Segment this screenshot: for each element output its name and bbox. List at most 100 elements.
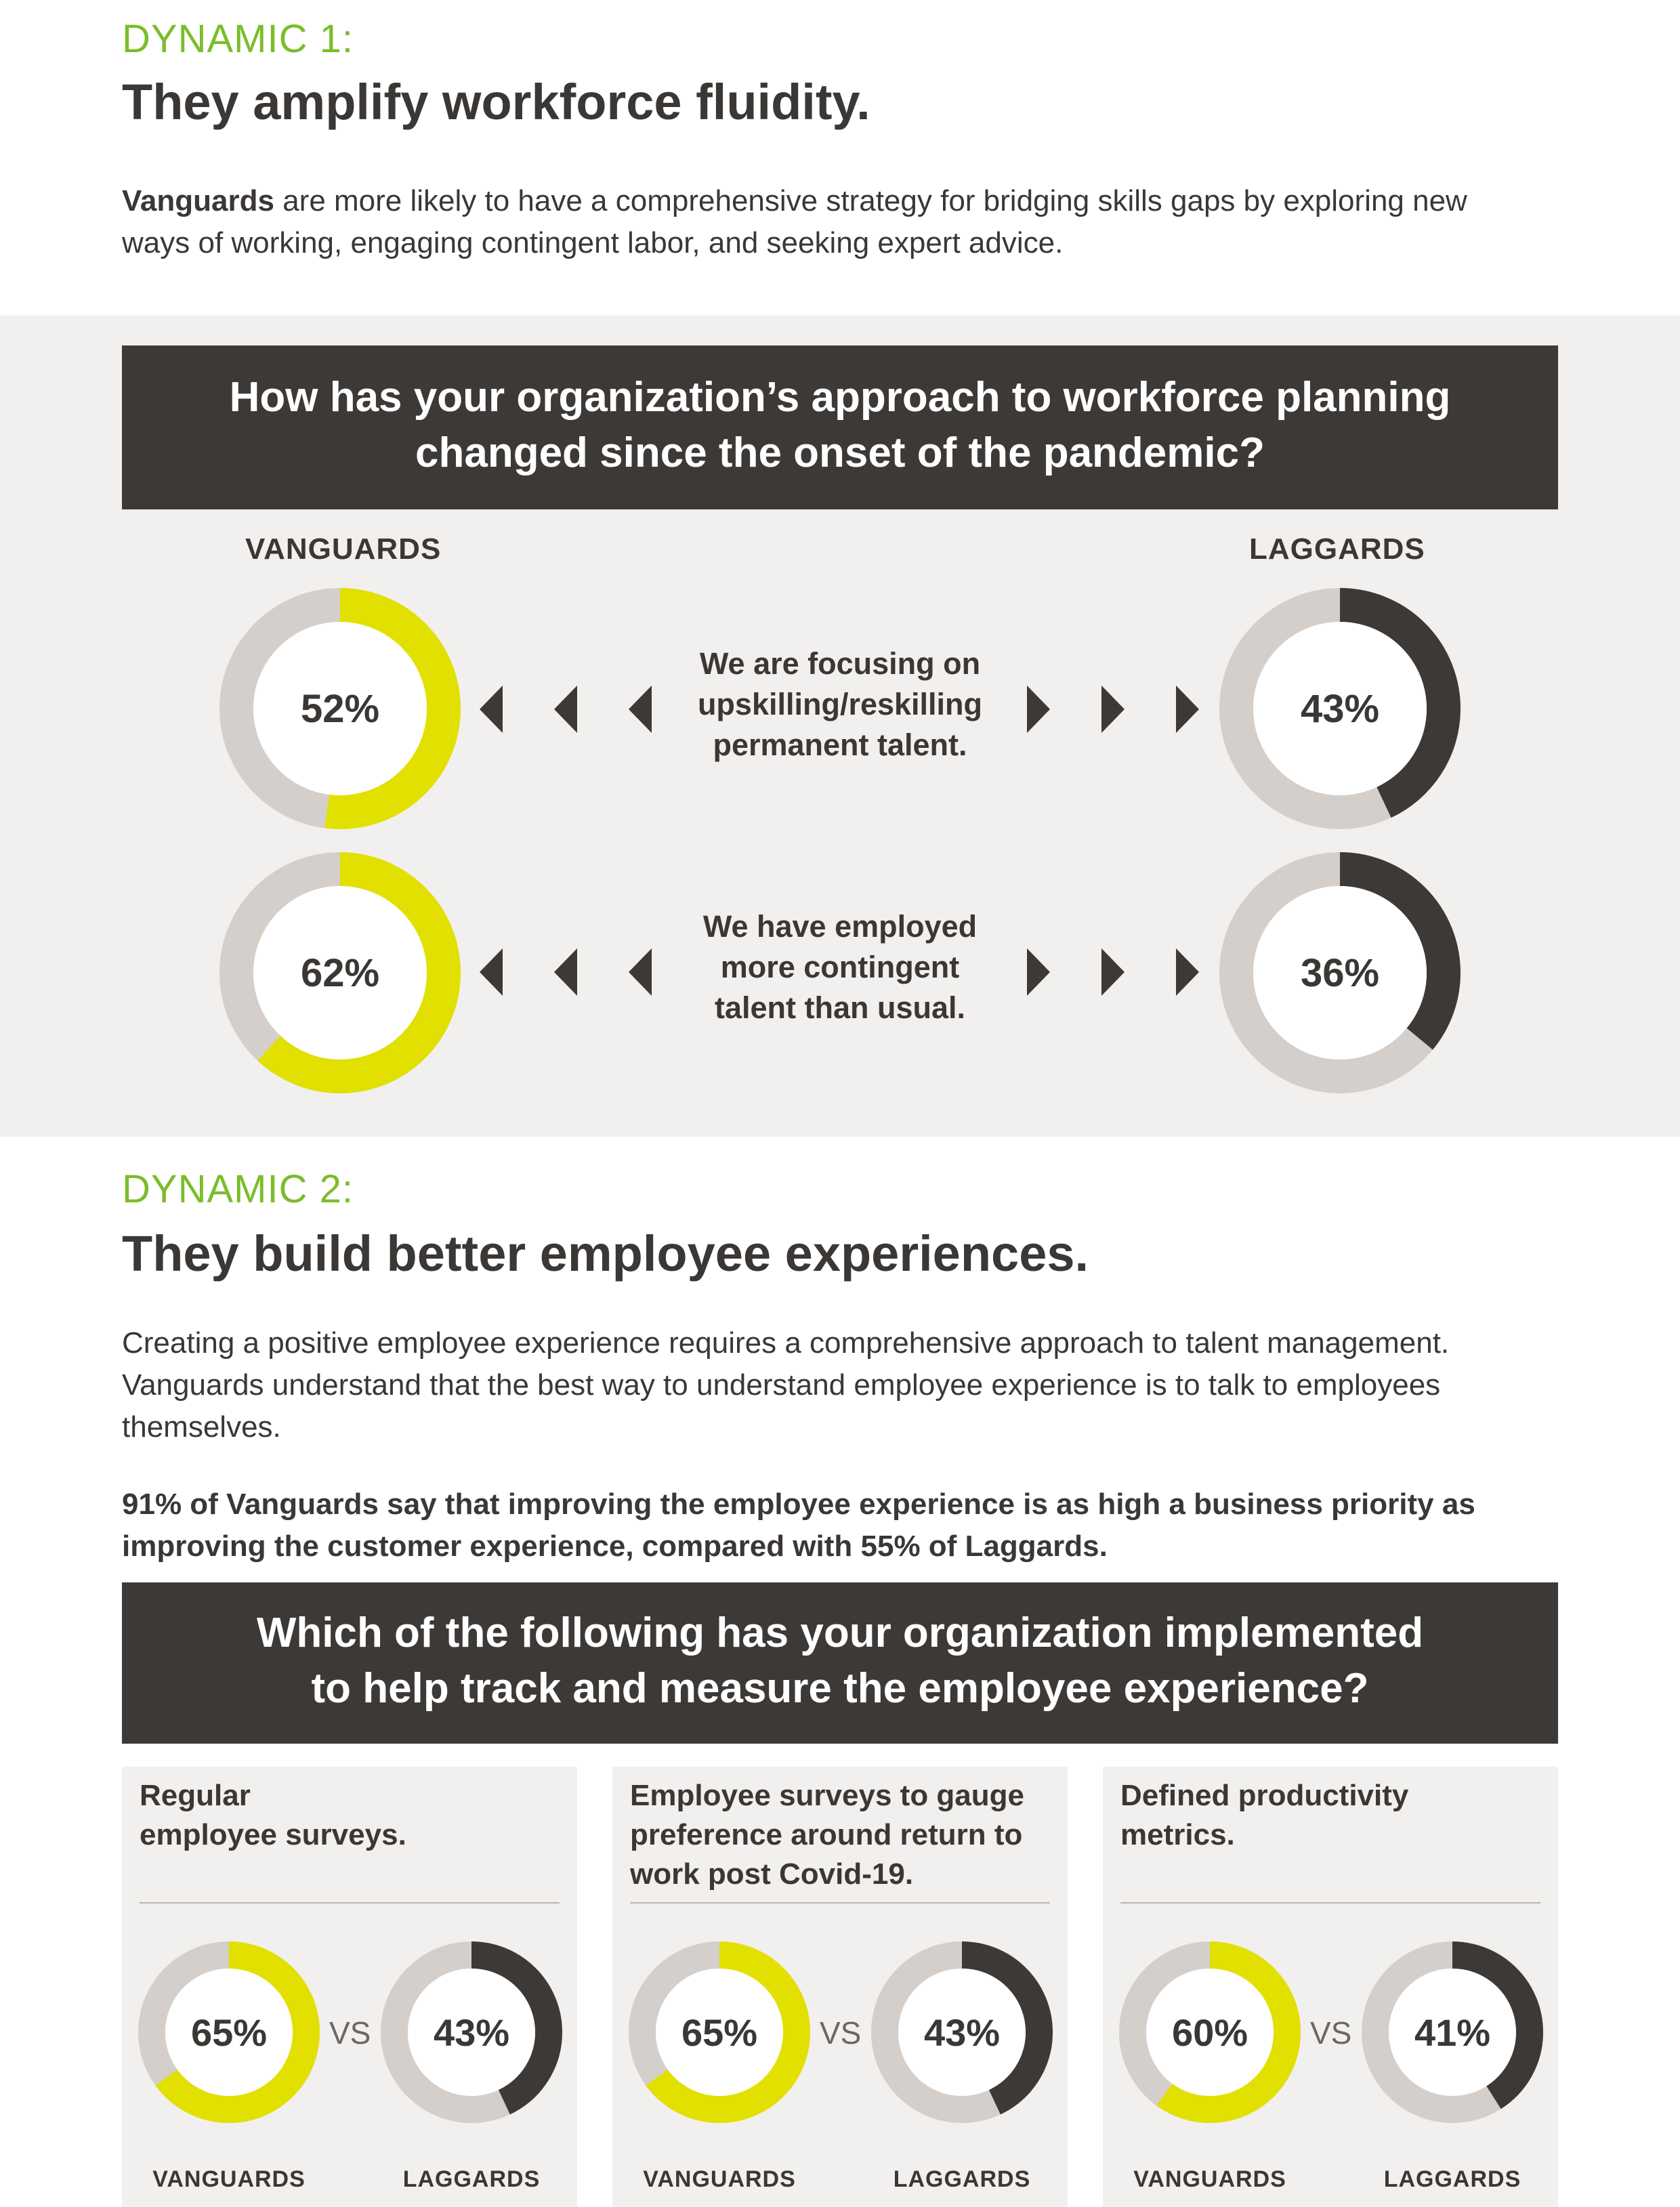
dynamic-2-label: DYNAMIC 2:	[122, 1167, 354, 1211]
row1-line: permanent talent.	[713, 728, 967, 762]
intro-bold: Vanguards	[122, 184, 274, 217]
card-3-laggards-label: LAGGARDS	[1383, 2166, 1521, 2192]
question-2-line-2: to help track and measure the employee e…	[311, 1665, 1369, 1712]
donut-row2-laggards: 36%	[1219, 852, 1461, 1093]
dynamic-2-heading: They build better employee experiences.	[122, 1225, 1089, 1282]
right-arrows-row1	[1022, 686, 1204, 733]
donut-row1-laggards: 43%	[1219, 588, 1461, 829]
card-3-vanguards-label: VANGUARDS	[1133, 2166, 1286, 2192]
triangle-right-icon	[1027, 686, 1050, 733]
card-3-divider	[1120, 1902, 1540, 1904]
question-2-banner: Which of the following has your organiza…	[122, 1582, 1558, 1744]
triangle-right-icon	[1176, 948, 1199, 996]
intro-rest: are more likely to have a comprehensive …	[122, 184, 1467, 259]
question-1-banner: How has your organization’s approach to …	[122, 345, 1558, 509]
left-arrows-row2	[474, 948, 657, 996]
card-1-laggards-donut: 43%	[381, 1941, 562, 2123]
donut-value-arc	[1119, 1941, 1301, 2123]
donut-value-arc	[1219, 588, 1461, 829]
donut-center	[165, 1969, 293, 2096]
donut-center	[408, 1969, 535, 2096]
donut-value-arc	[219, 852, 461, 1093]
donut-row2-laggards-value: 36%	[1300, 950, 1380, 995]
card-2-laggards-value: 43%	[923, 2011, 1001, 2054]
question-1-line-2: changed since the onset of the pandemic?	[415, 429, 1265, 476]
card-1-vanguards-donut: 65%	[138, 1941, 320, 2123]
question-1-line-1: How has your organization’s approach to …	[229, 374, 1451, 421]
card-2-laggards-label: LAGGARDS	[893, 2166, 1031, 2192]
row2-line: We have employed	[702, 909, 978, 944]
triangle-left-icon	[629, 948, 652, 996]
row1-statement: We are focusing on upskilling/reskilling…	[671, 644, 1009, 765]
card-2-title-line: preference around return to	[630, 1818, 1023, 1851]
right-arrows-row2	[1022, 948, 1204, 996]
dynamic-1-heading: They amplify workforce fluidity.	[122, 74, 870, 130]
question-2-line-1: Which of the following has your organiza…	[256, 1610, 1424, 1656]
card-1-divider	[140, 1902, 560, 1904]
donut-center	[253, 886, 427, 1059]
row2-statement: We have employed more contingent talent …	[671, 906, 1009, 1028]
card-2-title: Employee surveys to gauge preference aro…	[630, 1776, 1064, 1894]
donut-value-arc	[138, 1941, 320, 2123]
card-2-vanguards-label: VANGUARDS	[643, 2166, 796, 2192]
triangle-left-icon	[554, 948, 577, 996]
card-3-vs: VS	[1310, 2015, 1352, 2051]
card-3-title: Defined productivity metrics.	[1120, 1776, 1540, 1855]
left-arrows-row1	[474, 686, 657, 733]
row1-line: upskilling/reskilling	[697, 687, 983, 721]
donut-value-arc	[1362, 1941, 1543, 2123]
card-2-vanguards-donut: 65%	[629, 1941, 810, 2123]
triangle-right-icon	[1101, 948, 1125, 996]
donut-center	[253, 622, 427, 795]
donut-row2-vanguards: 62%	[219, 852, 461, 1093]
row1-line: We are focusing on	[699, 646, 981, 681]
donut-row2-vanguards-value: 62%	[300, 950, 380, 995]
card-1-laggards-value: 43%	[433, 2011, 510, 2054]
donut-center	[656, 1969, 783, 2096]
triangle-right-icon	[1101, 686, 1125, 733]
card-1-title: Regular employee surveys.	[140, 1776, 560, 1855]
triangle-right-icon	[1027, 948, 1050, 996]
card-1-vanguards-value: 65%	[190, 2011, 268, 2054]
dynamic-2-intro: Creating a positive employee experience …	[122, 1326, 1450, 1444]
card-1-laggards-label: LAGGARDS	[402, 2166, 541, 2192]
dynamic-2-stat: 91% of Vanguards say that improving the …	[122, 1488, 1475, 1563]
card-3-vanguards-value: 60%	[1171, 2011, 1248, 2054]
donut-row1-vanguards: 52%	[219, 588, 461, 829]
donut-value-arc	[871, 1941, 1053, 2123]
card-2-divider	[630, 1902, 1050, 1904]
laggards-heading: LAGGARDS	[1249, 532, 1425, 566]
donut-center	[1146, 1969, 1274, 2096]
card-3-laggards-value: 41%	[1414, 2011, 1491, 2054]
card-2-laggards-donut: 43%	[871, 1941, 1053, 2123]
triangle-left-icon	[554, 686, 577, 733]
card-3-title-line: Defined productivity	[1120, 1779, 1409, 1812]
donut-value-arc	[219, 588, 461, 829]
donut-row1-vanguards-value: 52%	[300, 686, 380, 731]
row2-line: more contingent	[720, 950, 960, 984]
dynamic-1-intro: Vanguards are more likely to have a comp…	[122, 180, 1531, 264]
card-1-title-line: employee surveys.	[140, 1818, 406, 1851]
card-regular-surveys: Regular employee surveys. 65% VS 43% VAN…	[122, 1767, 577, 2207]
card-1-vanguards-label: VANGUARDS	[152, 2166, 306, 2192]
donut-center	[1253, 622, 1427, 795]
card-2-vs: VS	[820, 2015, 862, 2051]
card-return-surveys: Employee surveys to gauge preference aro…	[612, 1767, 1068, 2207]
card-productivity-metrics: Defined productivity metrics. 60% VS 41%…	[1103, 1767, 1558, 2207]
card-1-title-line: Regular	[140, 1779, 251, 1812]
card-3-vanguards-donut: 60%	[1119, 1941, 1301, 2123]
card-2-vanguards-value: 65%	[681, 2011, 758, 2054]
donut-value-arc	[629, 1941, 810, 2123]
triangle-left-icon	[629, 686, 652, 733]
donut-value-arc	[1219, 852, 1461, 1093]
triangle-right-icon	[1176, 686, 1199, 733]
donut-center	[898, 1969, 1026, 2096]
card-1-vs: VS	[329, 2015, 371, 2051]
triangle-left-icon	[480, 948, 503, 996]
donut-center	[1389, 1969, 1516, 2096]
card-2-title-line: Employee surveys to gauge	[630, 1779, 1024, 1812]
card-3-laggards-donut: 41%	[1362, 1941, 1543, 2123]
donut-value-arc	[381, 1941, 562, 2123]
vanguards-heading: VANGUARDS	[245, 532, 442, 566]
dynamic-1-label: DYNAMIC 1:	[122, 17, 354, 61]
